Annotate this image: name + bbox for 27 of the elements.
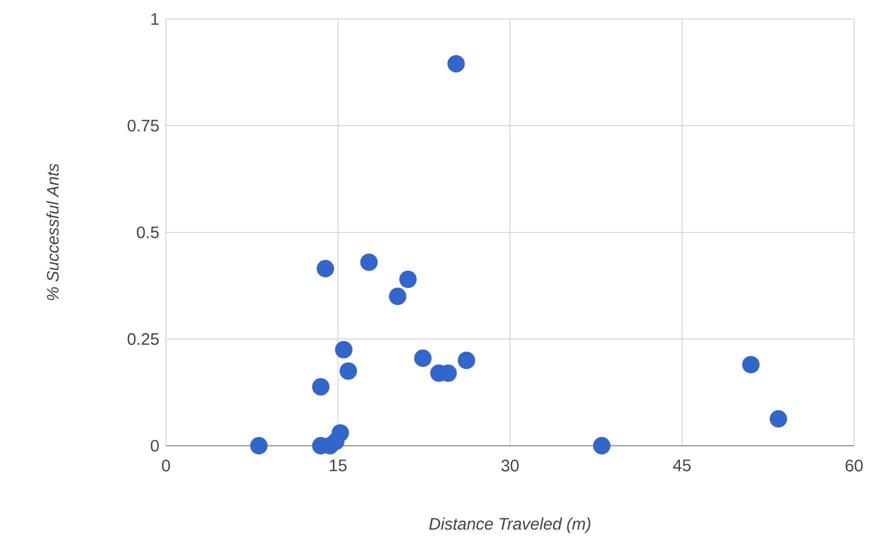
point: [360, 254, 378, 272]
x-tick-label: 0: [162, 460, 170, 472]
point: [388, 288, 406, 306]
y-tick-label: 0: [150, 440, 159, 452]
x-tick-label: 45: [673, 460, 691, 472]
point: [250, 437, 268, 455]
point: [332, 424, 349, 442]
point: [312, 378, 330, 396]
point: [340, 362, 358, 380]
y-axis-title: % Successful Ants: [46, 164, 59, 300]
point: [770, 410, 788, 428]
point: [335, 341, 352, 359]
x-tick-label: 15: [330, 460, 347, 472]
point: [316, 260, 334, 278]
point: [593, 437, 610, 455]
y-tick-label: 0.75: [128, 120, 159, 132]
y-tick-label: 0.5: [136, 226, 159, 238]
x-axis-title: Distance Traveled (m): [429, 518, 590, 534]
x-tick-label: 30: [501, 460, 519, 472]
point: [742, 356, 760, 374]
y-tick-label: 0.25: [128, 333, 159, 346]
point: [458, 352, 476, 370]
point: [447, 55, 465, 73]
y-tick-label: 1: [151, 13, 159, 25]
point: [399, 270, 417, 288]
point: [414, 350, 432, 368]
x-tick-label: 60: [846, 460, 863, 472]
